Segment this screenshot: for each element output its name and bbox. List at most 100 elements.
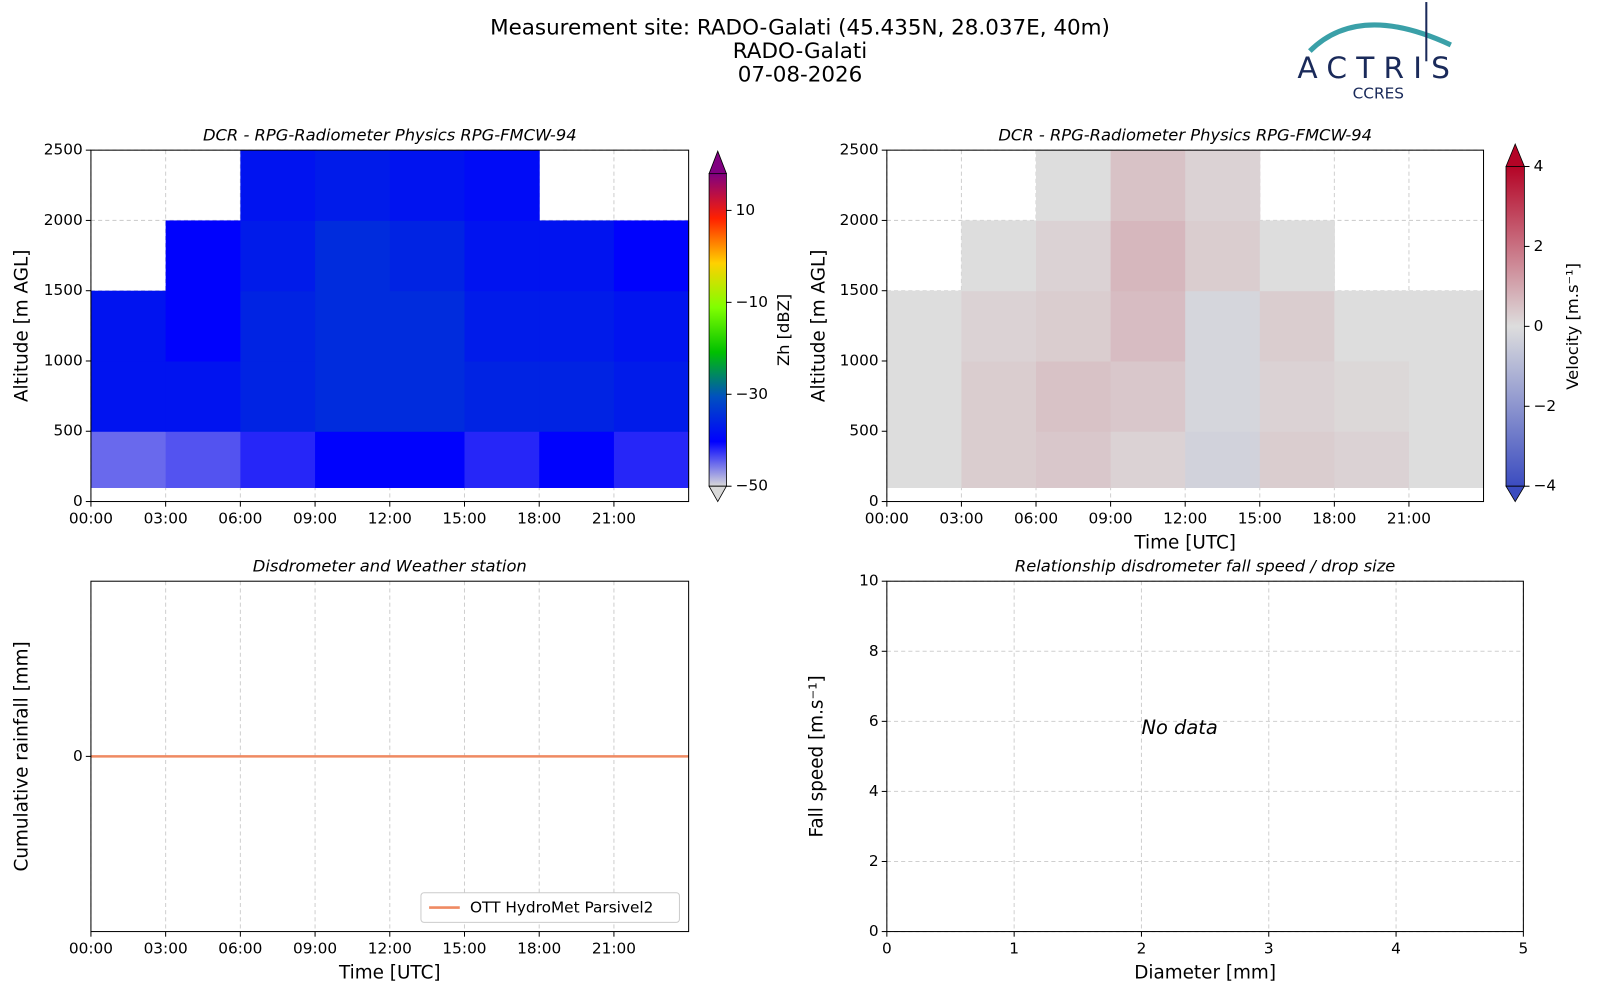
panel-title: DCR - RPG-Radiometer Physics RPG-FMCW-94 xyxy=(203,125,577,144)
heatmap-cell xyxy=(961,220,1037,292)
plot-area xyxy=(886,581,1524,932)
x-tick-label: 00:00 xyxy=(69,509,113,527)
heatmap-cell xyxy=(240,150,316,221)
heatmap-cell xyxy=(1408,290,1485,362)
heatmap-cell xyxy=(1259,431,1335,488)
y-tick-label: 0 xyxy=(73,747,83,765)
x-tick-label: 06:00 xyxy=(218,509,262,527)
x-tick-label: 03:00 xyxy=(144,509,188,527)
y-tick-label: 6 xyxy=(869,712,879,730)
colorbar-tick-label: −4 xyxy=(1534,477,1557,495)
heatmap-cell xyxy=(240,360,316,432)
colorbar xyxy=(1505,166,1525,487)
heatmap-cell xyxy=(389,150,466,221)
legend-label: OTT HydroMet Parsivel2 xyxy=(470,899,653,917)
heatmap-cell xyxy=(1036,150,1112,221)
colorbar-label: Velocity [m.s⁻¹] xyxy=(1563,263,1582,390)
x-tick-label: 15:00 xyxy=(442,939,486,957)
x-tick-label: 00:00 xyxy=(865,509,909,527)
logo-subtext: CCRES xyxy=(1353,84,1404,102)
x-tick-label: 15:00 xyxy=(442,509,486,527)
x-tick-label: 18:00 xyxy=(517,509,561,527)
heatmap-cell xyxy=(389,290,466,362)
heatmap-cell xyxy=(1334,431,1410,488)
heatmap-cell xyxy=(90,290,167,362)
heatmap-cell xyxy=(1110,150,1186,221)
heatmap-cell xyxy=(389,360,466,432)
colorbar-tick-label: 4 xyxy=(1534,157,1544,175)
heatmap-cell xyxy=(613,431,690,488)
x-tick-label: 03:00 xyxy=(144,939,188,957)
colorbar-label: Zh [dBZ] xyxy=(774,294,793,366)
x-tick-label: 2 xyxy=(1137,939,1147,957)
y-tick-label: 2 xyxy=(869,852,879,870)
x-tick-label: 09:00 xyxy=(1089,509,1133,527)
logo-text: ACTRIS xyxy=(1297,51,1459,85)
colorbar-extend-bottom xyxy=(708,485,728,503)
x-tick-label: 0 xyxy=(882,939,892,957)
heatmap-cell xyxy=(1110,431,1186,488)
plot-frame xyxy=(886,580,1524,933)
y-axis-label: Altitude [m AGL] xyxy=(808,250,829,402)
heatmap-cell xyxy=(315,431,391,488)
panel: OTT HydroMet Parsivel2 00:00 03:00 06:00 09:… xyxy=(11,556,690,983)
y-tick-label: 2500 xyxy=(840,141,879,159)
y-tick-label: 1500 xyxy=(840,281,879,299)
y-tick-label: 10 xyxy=(859,572,879,590)
colorbar-tick-label: −50 xyxy=(736,477,768,495)
x-tick-label: 18:00 xyxy=(517,939,561,957)
heatmap-cell xyxy=(90,431,167,488)
heatmap-cell xyxy=(464,431,540,488)
x-tick-label: 21:00 xyxy=(1387,509,1431,527)
heatmap-cell xyxy=(315,360,391,432)
y-tick-label: 0 xyxy=(73,492,83,510)
colorbar xyxy=(708,173,727,487)
colorbar-tick-label: −10 xyxy=(736,293,768,311)
heatmap-cell xyxy=(961,290,1037,362)
y-axis-label: Cumulative rainfall [mm] xyxy=(11,641,32,871)
y-tick-label: 2500 xyxy=(44,141,83,159)
heatmap-cell xyxy=(1110,360,1186,432)
heatmap-cell xyxy=(1259,290,1335,362)
heatmap-cell xyxy=(1185,290,1261,362)
heatmap-cell xyxy=(464,150,540,221)
heatmap-cell xyxy=(1259,220,1335,292)
x-tick-label: 00:00 xyxy=(69,939,113,957)
panel-title: DCR - RPG-Radiometer Physics RPG-FMCW-94 xyxy=(998,125,1372,144)
heatmap-cell xyxy=(389,220,466,292)
heatmap-cell xyxy=(240,220,316,292)
heatmap-cell xyxy=(1408,431,1485,488)
y-tick-label: 0 xyxy=(869,922,879,940)
heatmap-cell xyxy=(389,431,466,488)
heatmap-cell xyxy=(240,431,316,488)
heatmap-cell xyxy=(165,220,241,292)
heatmap-cell xyxy=(165,290,241,362)
panel: No data 0 1 2 3 4 5 0 2 4 6 8 10 Relationship disdrom… xyxy=(806,556,1528,983)
x-axis-label: Diameter [mm] xyxy=(1134,962,1276,983)
heatmap-cell xyxy=(1036,360,1112,432)
x-axis-label: Time [UTC] xyxy=(338,962,441,983)
heatmap-cell xyxy=(464,290,540,362)
heatmap-cell xyxy=(165,431,241,488)
heatmap-cell xyxy=(1110,290,1186,362)
heatmap-cell xyxy=(886,290,962,362)
figure-subtitle: RADO-Galati xyxy=(733,39,867,64)
y-tick-label: 2000 xyxy=(840,211,879,229)
x-tick-label: 03:00 xyxy=(939,509,983,527)
figure-title: Measurement site: RADO-Galati (45.435N, … xyxy=(490,16,1110,41)
x-tick-label: 12:00 xyxy=(368,509,412,527)
x-tick-label: 4 xyxy=(1391,939,1401,957)
heatmap-cell xyxy=(539,220,615,292)
y-tick-label: 1000 xyxy=(840,351,879,369)
x-tick-label: 06:00 xyxy=(1014,509,1058,527)
legend-box xyxy=(420,892,680,923)
x-tick-label: 1 xyxy=(1009,939,1019,957)
heatmap-cell xyxy=(539,360,615,432)
y-tick-label: 500 xyxy=(54,422,83,440)
heatmap-cell xyxy=(1259,360,1335,432)
x-tick-label: 12:00 xyxy=(368,939,412,957)
heatmap-cell xyxy=(1334,360,1410,432)
heatmap-cell xyxy=(539,290,615,362)
heatmap-cell xyxy=(464,360,540,432)
